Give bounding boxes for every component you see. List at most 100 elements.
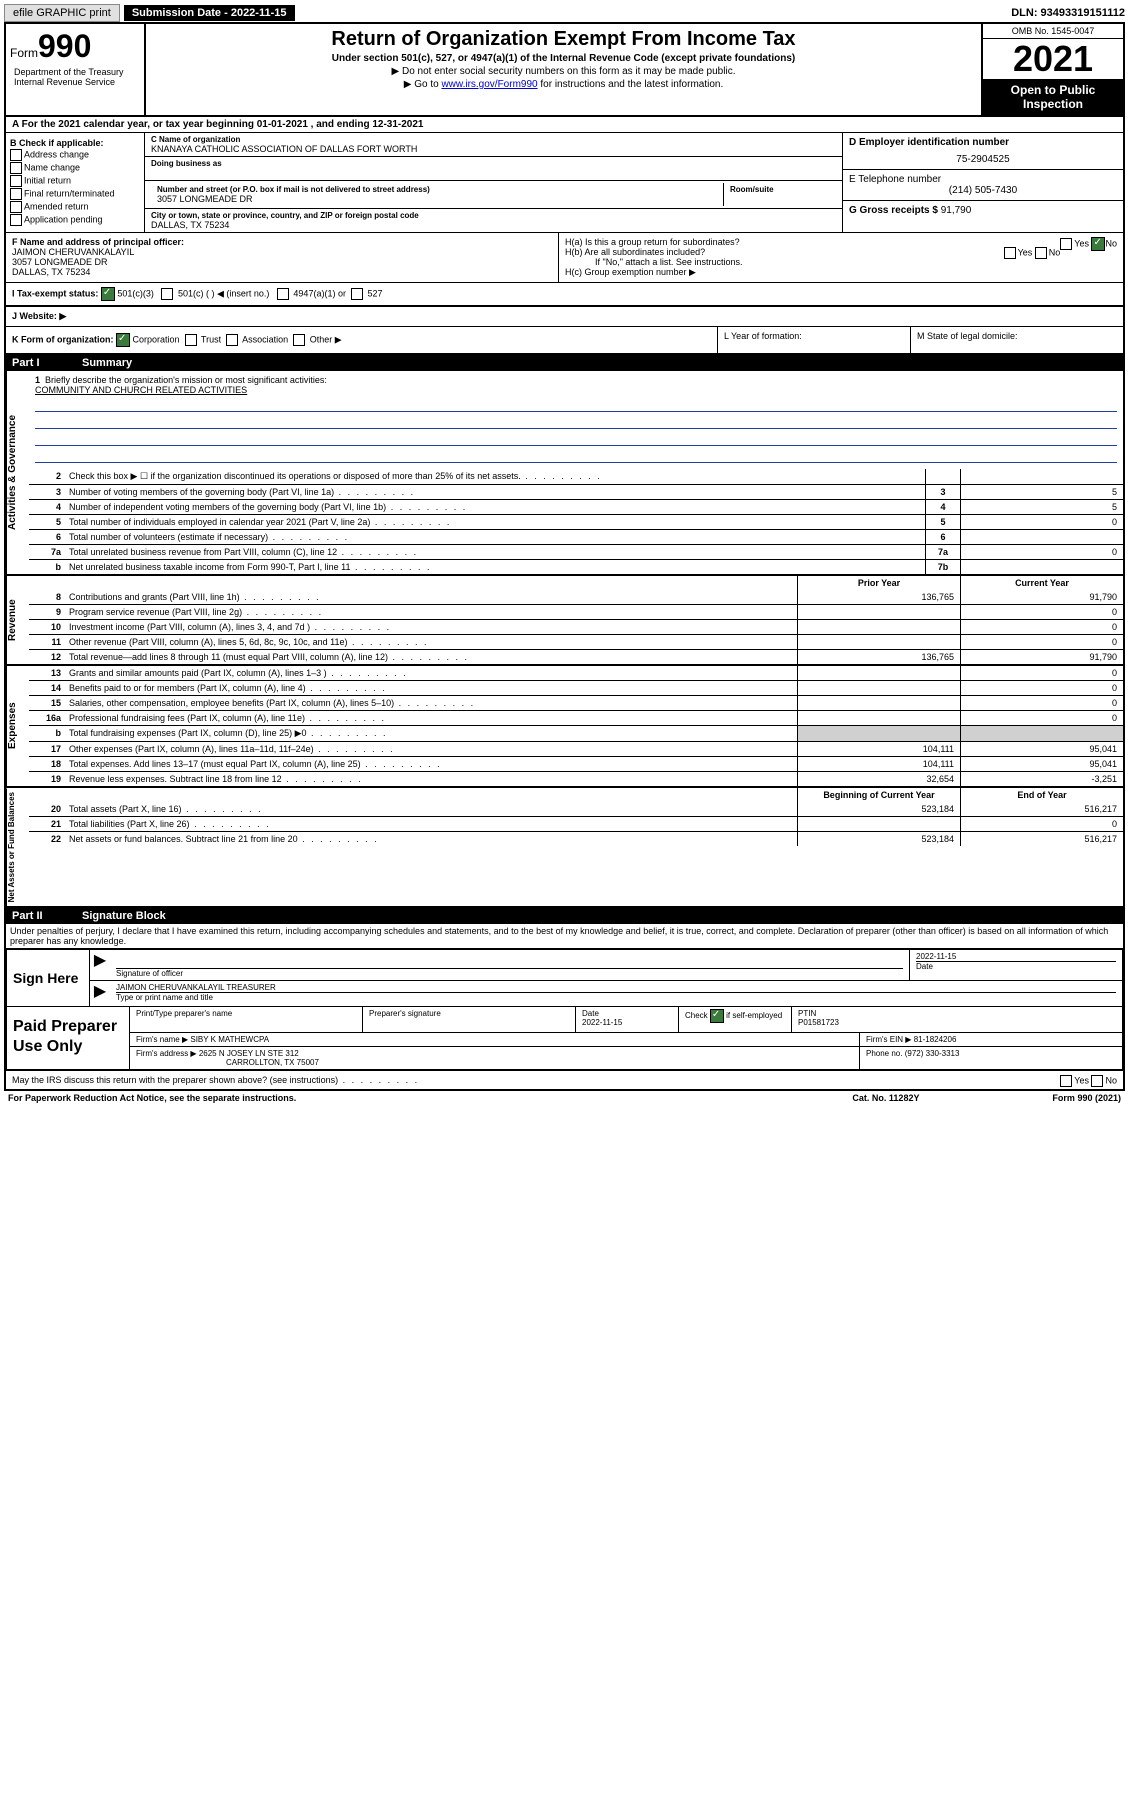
summary-line-15: 15Salaries, other compensation, employee… bbox=[29, 695, 1123, 710]
paid-preparer-label: Paid Preparer Use Only bbox=[7, 1007, 130, 1069]
summary-line-19: 19Revenue less expenses. Subtract line 1… bbox=[29, 771, 1123, 786]
firm-phone-label: Phone no. bbox=[866, 1049, 902, 1058]
lbl-527: 527 bbox=[367, 288, 382, 298]
chk-name-change[interactable]: Name change bbox=[10, 162, 140, 174]
chk-4947[interactable] bbox=[277, 288, 289, 300]
vtab-revenue: Revenue bbox=[6, 576, 29, 664]
efile-print-button[interactable]: efile GRAPHIC print bbox=[4, 4, 120, 22]
summary-line-b: bTotal fundraising expenses (Part IX, co… bbox=[29, 725, 1123, 741]
chk-discuss-no[interactable] bbox=[1091, 1075, 1103, 1087]
section-net-assets: Net Assets or Fund Balances Beginning of… bbox=[6, 788, 1123, 908]
dept-label: Department of the Treasury Internal Reve… bbox=[10, 65, 140, 89]
summary-line-10: 10Investment income (Part VIII, column (… bbox=[29, 619, 1123, 634]
form-num-big: 990 bbox=[38, 28, 91, 64]
part-2-num: Part II bbox=[12, 910, 82, 922]
top-toolbar: efile GRAPHIC print Submission Date - 20… bbox=[4, 4, 1125, 22]
firm-ein-label: Firm's EIN ▶ bbox=[866, 1035, 911, 1044]
chk-other[interactable] bbox=[293, 334, 305, 346]
signature-block: Sign Here ▶ Signature of officer 2022-11… bbox=[6, 948, 1123, 1007]
firm-ein-value: 81-1824206 bbox=[914, 1035, 957, 1044]
firm-phone-value: (972) 330-3313 bbox=[905, 1049, 960, 1058]
footer-right: Form 990 (2021) bbox=[1052, 1093, 1121, 1103]
hb-row: H(b) Are all subordinates included? Yes … bbox=[565, 247, 1117, 257]
may-discuss-row: May the IRS discuss this return with the… bbox=[6, 1070, 1123, 1089]
col-de-contact: D Employer identification number 75-2904… bbox=[843, 133, 1123, 232]
chk-amended-return[interactable]: Amended return bbox=[10, 201, 140, 213]
lbl-corp: Corporation bbox=[133, 334, 180, 344]
summary-line-8: 8Contributions and grants (Part VIII, li… bbox=[29, 590, 1123, 604]
row-l-year: L Year of formation: bbox=[718, 327, 911, 353]
chk-address-change[interactable]: Address change bbox=[10, 149, 140, 161]
row-m-state: M State of legal domicile: bbox=[911, 327, 1123, 353]
col-b-checkboxes: B Check if applicable: Address change Na… bbox=[6, 133, 145, 232]
form-subtitle-2: ▶ Do not enter social security numbers o… bbox=[154, 66, 973, 77]
col-prior-year: Prior Year bbox=[797, 576, 960, 590]
irs-link[interactable]: www.irs.gov/Form990 bbox=[441, 79, 537, 90]
chk-final-return[interactable]: Final return/terminated bbox=[10, 188, 140, 200]
part-1-title: Summary bbox=[82, 357, 132, 369]
summary-line-b: bNet unrelated business taxable income f… bbox=[29, 559, 1123, 574]
omb-number: OMB No. 1545-0047 bbox=[983, 24, 1123, 39]
sig-name-label: Type or print name and title bbox=[116, 993, 1116, 1002]
summary-line-11: 11Other revenue (Part VIII, column (A), … bbox=[29, 634, 1123, 649]
part-2-header: Part II Signature Block bbox=[6, 908, 1123, 924]
line-1-label: Briefly describe the organization's miss… bbox=[45, 375, 327, 385]
prep-sig-label: Preparer's signature bbox=[369, 1009, 569, 1018]
chk-discuss-yes[interactable] bbox=[1060, 1075, 1072, 1087]
chk-trust[interactable] bbox=[185, 334, 197, 346]
summary-line-6: 6Total number of volunteers (estimate if… bbox=[29, 529, 1123, 544]
summary-line-14: 14Benefits paid to or for members (Part … bbox=[29, 680, 1123, 695]
chk-self-employed[interactable] bbox=[710, 1009, 724, 1023]
chk-501c3[interactable] bbox=[101, 287, 115, 301]
summary-line-20: 20Total assets (Part X, line 16)523,1845… bbox=[29, 802, 1123, 816]
form-org-label: K Form of organization: bbox=[12, 334, 114, 344]
col-current-year: Current Year bbox=[960, 576, 1123, 590]
vtab-net-assets: Net Assets or Fund Balances bbox=[6, 788, 29, 906]
mission-text: COMMUNITY AND CHURCH RELATED ACTIVITIES bbox=[35, 385, 247, 395]
gross-label: G Gross receipts $ bbox=[849, 205, 941, 216]
chk-527[interactable] bbox=[351, 288, 363, 300]
form-subtitle-1: Under section 501(c), 527, or 4947(a)(1)… bbox=[154, 53, 973, 64]
row-header-boy-eoy: Beginning of Current Year End of Year bbox=[29, 788, 1123, 802]
goto-prefix: ▶ Go to bbox=[404, 79, 442, 90]
lbl-501c: 501(c) ( ) ◀ (insert no.) bbox=[178, 288, 269, 298]
hc-row: H(c) Group exemption number ▶ bbox=[565, 267, 1117, 278]
section-expenses: Expenses 13Grants and similar amounts pa… bbox=[6, 666, 1123, 788]
lbl-4947: 4947(a)(1) or bbox=[293, 288, 346, 298]
dln-label: DLN: 93493319151112 bbox=[1011, 7, 1125, 19]
may-discuss-text: May the IRS discuss this return with the… bbox=[12, 1075, 419, 1085]
sig-arrow-icon: ▶ bbox=[90, 950, 110, 980]
chk-application-pending[interactable]: Application pending bbox=[10, 214, 140, 226]
form-number: Form990 bbox=[10, 28, 140, 65]
summary-line-9: 9Program service revenue (Part VIII, lin… bbox=[29, 604, 1123, 619]
footer-catno: Cat. No. 11282Y bbox=[852, 1093, 1052, 1103]
gross-value: 91,790 bbox=[941, 205, 972, 216]
chk-initial-return[interactable]: Initial return bbox=[10, 175, 140, 187]
firm-addr-label: Firm's address ▶ bbox=[136, 1049, 197, 1058]
section-revenue: Revenue Prior Year Current Year 8Contrib… bbox=[6, 576, 1123, 666]
summary-line-12: 12Total revenue—add lines 8 through 11 (… bbox=[29, 649, 1123, 664]
vtab-governance: Activities & Governance bbox=[6, 371, 29, 574]
submission-date-badge: Submission Date - 2022-11-15 bbox=[124, 5, 295, 21]
summary-line-22: 22Net assets or fund balances. Subtract … bbox=[29, 831, 1123, 846]
summary-line-18: 18Total expenses. Add lines 13–17 (must … bbox=[29, 756, 1123, 771]
col-beginning-year: Beginning of Current Year bbox=[797, 788, 960, 802]
chk-501c[interactable] bbox=[161, 288, 173, 300]
prep-self-emp-label: if self-employed bbox=[726, 1012, 782, 1021]
page-footer: For Paperwork Reduction Act Notice, see … bbox=[4, 1091, 1125, 1105]
lbl-assoc: Association bbox=[242, 334, 288, 344]
footer-left: For Paperwork Reduction Act Notice, see … bbox=[8, 1093, 852, 1103]
row-klm: K Form of organization: Corporation Trus… bbox=[6, 327, 1123, 355]
chk-assoc[interactable] bbox=[226, 334, 238, 346]
ein-label: D Employer identification number bbox=[849, 137, 1117, 148]
row-j-website: J Website: ▶ bbox=[6, 307, 1123, 327]
firm-name-label: Firm's name ▶ bbox=[136, 1035, 188, 1044]
tel-label: E Telephone number bbox=[849, 174, 1117, 185]
part-1-header: Part I Summary bbox=[6, 355, 1123, 371]
firm-addr2: CARROLLTON, TX 75007 bbox=[136, 1058, 319, 1067]
lbl-501c3: 501(c)(3) bbox=[117, 288, 154, 298]
tax-year: 2021 bbox=[983, 39, 1123, 79]
chk-corp[interactable] bbox=[116, 333, 130, 347]
form-title: Return of Organization Exempt From Incom… bbox=[154, 28, 973, 51]
prep-date-label: Date bbox=[582, 1009, 672, 1018]
